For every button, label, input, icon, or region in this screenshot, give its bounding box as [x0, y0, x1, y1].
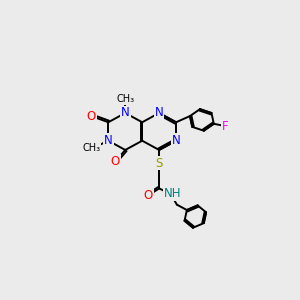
Text: N: N — [121, 106, 130, 119]
Text: N: N — [172, 134, 181, 147]
Text: NH: NH — [164, 187, 182, 200]
Text: F: F — [222, 120, 229, 133]
Text: CH₃: CH₃ — [116, 94, 134, 104]
Text: O: O — [111, 155, 120, 168]
Text: N: N — [104, 134, 113, 147]
Text: O: O — [144, 189, 153, 202]
Text: N: N — [155, 106, 164, 119]
Text: S: S — [155, 157, 163, 169]
Text: O: O — [87, 110, 96, 123]
Text: CH₃: CH₃ — [82, 143, 100, 153]
